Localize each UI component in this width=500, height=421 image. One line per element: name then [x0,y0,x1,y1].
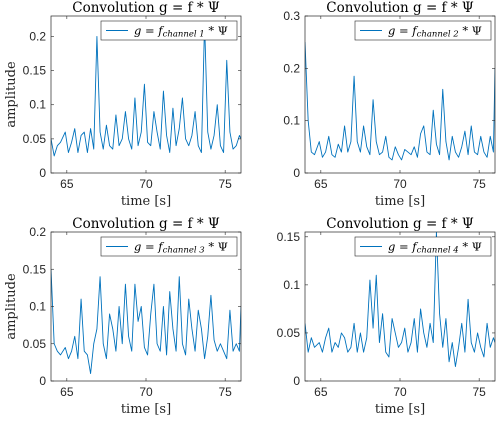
legend-suffix: * Ψ [459,240,482,254]
legend-box [100,20,238,41]
legend-subscript: channel 2 [417,30,459,40]
x-tick-label: 75 [472,177,486,191]
x-tick-label: 75 [218,177,232,191]
y-tick-label: 0.15 [277,230,301,244]
legend-suffix: * Ψ [459,24,482,38]
legend-subscript: channel 1 [163,30,205,40]
legend-subscript: channel 4 [417,246,459,256]
y-tick-label: 0.1 [29,98,46,112]
subplot-channel-1: Convolution g = f * Ψ 65 70 75 0 0.05 0.1 0.15 0… [4,0,242,209]
legend-box [100,236,238,257]
y-tick-label: 0.2 [29,29,46,43]
legend-suffix: * Ψ [205,240,228,254]
x-axis-label: time [s] [121,402,171,417]
chart-title: Convolution g = f * Ψ [326,216,474,232]
x-tick-label: 70 [393,385,407,399]
plot-area [305,16,495,173]
series-line [51,22,241,157]
plot-area [305,232,495,381]
x-tick-label: 65 [314,385,328,399]
legend-box [354,20,492,41]
legend-prefix: g = f [388,24,418,38]
legend-subscript: channel 3 [163,246,205,256]
legend-prefix: g = f [134,24,164,38]
y-tick-label: 0.05 [23,132,47,146]
plot-area [51,16,241,173]
legend-suffix: * Ψ [205,24,228,38]
axes-frame [304,231,496,382]
y-tick-label: 0.3 [283,9,300,23]
legend: g = fchannel 1 * Ψ [100,20,238,41]
x-axis-label: time [s] [121,194,171,209]
legend: g = fchannel 3 * Ψ [100,236,238,257]
plot-area [51,232,241,381]
y-tick-label: 0 [293,374,300,388]
legend: g = fchannel 2 * Ψ [354,20,492,41]
legend-label: g = fchannel 2 * Ψ [388,24,482,40]
y-tick-label: 0 [39,374,46,388]
y-tick-label: 0.05 [277,326,301,340]
y-axis-label: amplitude [4,273,19,340]
x-tick-label: 75 [218,385,232,399]
subplot-channel-4: Convolution g = f * Ψ 65 70 75 0 0.05 0.1 0.15 t… [277,216,496,417]
y-tick-label: 0.1 [29,300,46,314]
legend: g = fchannel 4 * Ψ [354,236,492,257]
legend-label: g = fchannel 1 * Ψ [134,24,228,40]
axes-frame [50,231,242,382]
y-tick-label: 0.1 [283,114,300,128]
x-axis-label: time [s] [375,402,425,417]
subplot-channel-2: Convolution g = f * Ψ 65 70 75 0 0.1 0.2 0.3 tim… [283,0,496,209]
x-tick-label: 70 [139,385,153,399]
series-line [305,42,495,161]
axes-frame [304,15,496,174]
y-axis-label: amplitude [4,61,19,128]
y-tick-label: 0 [39,166,46,180]
x-tick-label: 70 [139,177,153,191]
y-tick-label: 0 [293,166,300,180]
x-tick-label: 65 [60,177,74,191]
chart-title: Convolution g = f * Ψ [72,216,220,232]
axes-frame [50,15,242,174]
x-tick-label: 75 [472,385,486,399]
y-tick-label: 0.2 [283,61,300,75]
y-tick-label: 0.2 [29,225,46,239]
y-tick-label: 0.05 [23,337,47,351]
x-axis-label: time [s] [375,194,425,209]
series-line [51,269,241,374]
legend-label: g = fchannel 3 * Ψ [134,240,228,256]
legend-prefix: g = f [388,240,418,254]
legend-label: g = fchannel 4 * Ψ [388,240,482,256]
x-tick-label: 65 [60,385,74,399]
chart-title: Convolution g = f * Ψ [326,0,474,16]
x-tick-label: 70 [393,177,407,191]
subplot-channel-3: Convolution g = f * Ψ 65 70 75 0 0.05 0.1 0.15 0… [4,216,242,417]
x-tick-label: 65 [314,177,328,191]
y-tick-label: 0.15 [23,262,47,276]
y-tick-label: 0.1 [283,278,300,292]
legend-prefix: g = f [134,240,164,254]
y-tick-label: 0.15 [23,64,47,78]
series-line [305,232,495,368]
legend-box [354,236,492,257]
chart-title: Convolution g = f * Ψ [72,0,220,16]
